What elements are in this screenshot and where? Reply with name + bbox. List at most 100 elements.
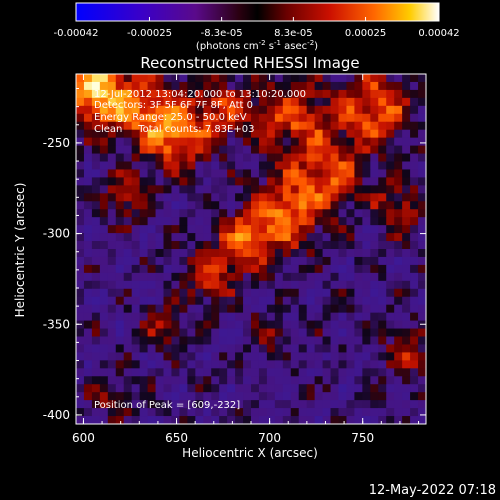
image-pixel: [139, 376, 148, 385]
image-pixel: [155, 233, 164, 242]
image-pixel: [211, 233, 220, 242]
image-pixel: [322, 416, 331, 424]
image-pixel: [211, 344, 220, 353]
image-pixel: [378, 312, 387, 321]
image-pixel: [378, 153, 387, 162]
image-pixel: [76, 161, 85, 170]
image-pixel: [290, 360, 300, 369]
colorbar-units-label: (photons cm-2 s-1 asec-2): [196, 39, 318, 52]
image-pixel: [274, 384, 284, 393]
image-pixel: [266, 312, 276, 321]
image-pixel: [163, 280, 172, 290]
image-pixel: [147, 169, 156, 178]
image-pixel: [99, 105, 109, 115]
image-pixel: [91, 185, 101, 194]
image-pixel: [147, 153, 156, 162]
image-pixel: [266, 336, 276, 345]
image-pixel: [123, 161, 133, 170]
image-pixel: [243, 328, 252, 337]
image-pixel: [187, 344, 196, 353]
image-pixel: [251, 312, 260, 321]
image-pixel: [91, 272, 101, 282]
image-pixel: [107, 217, 117, 226]
image-pixel: [354, 113, 363, 123]
image-pixel: [139, 185, 148, 194]
image-pixel: [115, 209, 125, 218]
image-pixel: [227, 328, 236, 337]
image-pixel: [290, 288, 300, 298]
image-pixel: [330, 384, 339, 393]
image-pixel: [107, 113, 117, 123]
image-pixel: [386, 89, 395, 99]
image-pixel: [378, 336, 387, 345]
image-pixel: [99, 153, 109, 162]
image-pixel: [322, 241, 331, 250]
image-pixel: [266, 280, 276, 290]
image-pixel: [76, 177, 85, 186]
image-pixel: [290, 81, 300, 91]
image-pixel: [83, 145, 93, 154]
image-pixel: [195, 408, 204, 417]
image-pixel: [251, 193, 260, 202]
image-pixel: [179, 288, 188, 298]
image-pixel: [362, 225, 371, 234]
image-pixel: [243, 201, 252, 210]
image-pixel: [211, 328, 220, 337]
image-pixel: [123, 288, 133, 298]
image-pixel: [266, 129, 276, 139]
image-pixel: [298, 113, 308, 123]
image-pixel: [354, 97, 363, 107]
image-pixel: [266, 256, 276, 266]
image-pixel: [282, 416, 292, 424]
image-pixel: [211, 392, 220, 401]
image-pixel: [83, 376, 93, 385]
image-pixel: [195, 201, 204, 210]
image-pixel: [298, 264, 308, 274]
image-pixel: [274, 201, 284, 210]
image-pixel: [107, 121, 117, 131]
image-pixel: [115, 137, 125, 146]
image-pixel: [314, 145, 323, 154]
image-pixel: [131, 153, 141, 162]
image-pixel: [107, 272, 117, 282]
image-pixel: [243, 74, 252, 83]
image-pixel: [179, 392, 188, 401]
image-pixel: [163, 105, 172, 115]
image-pixel: [338, 392, 347, 401]
image-pixel: [274, 296, 284, 306]
image-pixel: [258, 233, 268, 242]
image-pixel: [338, 241, 347, 250]
image-pixel: [163, 153, 172, 162]
image-pixel: [155, 320, 164, 329]
image-pixel: [354, 193, 363, 202]
image-pixel: [338, 105, 347, 115]
image-pixel: [235, 296, 244, 306]
image-pixel: [115, 193, 125, 202]
image-pixel: [290, 384, 300, 393]
image-pixel: [131, 256, 141, 266]
image-pixel: [322, 296, 331, 306]
image-pixel: [123, 249, 133, 258]
image-pixel: [266, 408, 276, 417]
image-pixel: [211, 74, 220, 83]
image-pixel: [394, 193, 403, 202]
image-pixel: [171, 97, 180, 107]
image-pixel: [314, 89, 323, 99]
image-pixel: [402, 264, 411, 274]
info-line-time-range: 12-Jul-2012 13:04:20.000 to 13:10:20.000: [94, 89, 306, 100]
image-pixel: [91, 241, 101, 250]
image-pixel: [123, 201, 133, 210]
image-pixel: [314, 153, 323, 162]
image-pixel: [282, 264, 292, 274]
image-pixel: [203, 193, 212, 202]
image-pixel: [322, 376, 331, 385]
image-pixel: [266, 368, 276, 377]
image-pixel: [235, 280, 244, 290]
image-pixel: [330, 185, 339, 194]
image-pixel: [107, 145, 117, 154]
image-pixel: [155, 296, 164, 306]
image-pixel: [354, 392, 363, 401]
image-pixel: [282, 217, 292, 226]
image-pixel: [298, 121, 308, 131]
